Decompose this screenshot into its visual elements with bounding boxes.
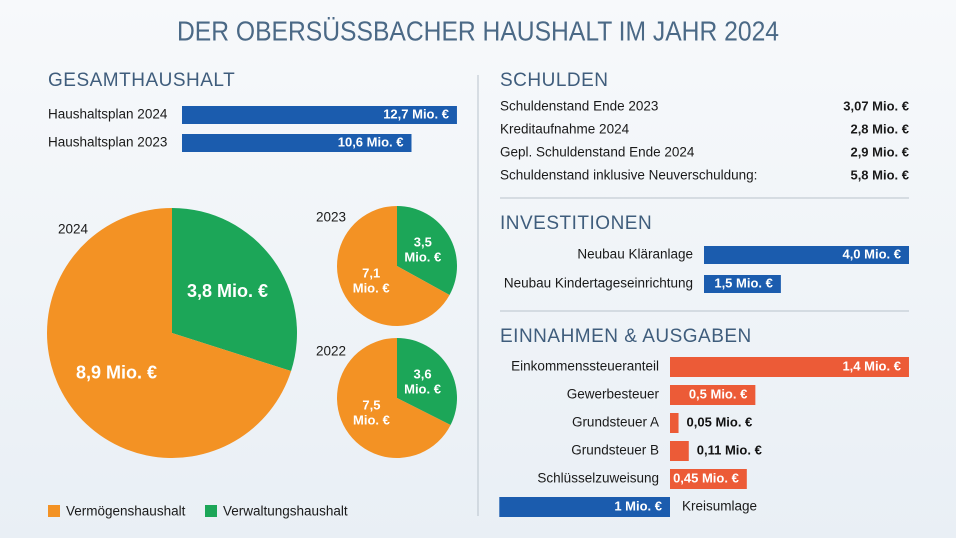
- page-title: DER OBERSÜSSBACHER HAUSHALT IM JAHR 2024: [177, 15, 779, 46]
- pie-slice: [47, 208, 292, 458]
- debt-label: Schuldenstand inklusive Neuverschuldung:: [500, 168, 757, 183]
- debt-label: Schuldenstand Ende 2023: [500, 99, 658, 114]
- pie-slice: [337, 206, 450, 326]
- category-label: Haushaltsplan 2023: [48, 135, 167, 150]
- slice-label: 8,9 Mio. €: [76, 362, 157, 382]
- value-label: 12,7 Mio. €: [383, 106, 449, 121]
- slice-label: 7,1 Mio. €: [353, 266, 390, 296]
- bar: [670, 413, 679, 433]
- legend-swatch: [205, 505, 217, 517]
- pie-slice: [172, 208, 297, 372]
- pie-label: 2024: [58, 222, 89, 237]
- legend-label: Vermögenshaushalt: [66, 504, 186, 519]
- debt-value: 2,9 Mio. €: [850, 144, 909, 159]
- slice-label: 3,6 Mio. €: [404, 367, 441, 397]
- bar: [182, 134, 412, 152]
- debt-value: 5,8 Mio. €: [850, 167, 909, 182]
- category-label: Grundsteuer B: [571, 443, 659, 458]
- category-label: Kreisumlage: [682, 499, 757, 514]
- bar: [670, 441, 689, 461]
- section-title: SCHULDEN: [500, 70, 609, 91]
- debt-label: Kreditaufnahme 2024: [500, 122, 630, 137]
- legend-swatch: [48, 505, 60, 517]
- slice-label: 7,5 Mio. €: [353, 398, 390, 428]
- value-label: 1,4 Mio. €: [842, 358, 901, 373]
- bar: [704, 275, 781, 293]
- category-label: Neubau Kindertageseinrichtung: [504, 276, 693, 291]
- value-label: 0,11 Mio. €: [697, 442, 762, 457]
- pie-slice: [397, 206, 458, 295]
- category-label: Einkommenssteueranteil: [511, 359, 659, 374]
- section-title: GESAMTHAUSHALT: [48, 70, 235, 91]
- value-label: 0,05 Mio. €: [687, 414, 753, 429]
- slice-label: 3,8 Mio. €: [187, 281, 268, 301]
- pie-slice: [397, 338, 458, 426]
- bar: [499, 497, 670, 517]
- bar: [670, 357, 909, 377]
- slice-label: 3,5 Mio. €: [404, 235, 441, 265]
- bar: [182, 106, 457, 124]
- debt-value: 3,07 Mio. €: [843, 98, 909, 113]
- pie-label: 2023: [316, 210, 346, 225]
- bar: [670, 469, 747, 489]
- category-label: Grundsteuer A: [572, 415, 659, 430]
- section-title: INVESTITIONEN: [500, 213, 652, 234]
- bar: [670, 385, 756, 405]
- category-label: Schlüsselzuweisung: [537, 471, 659, 486]
- category-label: Gewerbesteuer: [567, 387, 660, 402]
- section-title: EINNAHMEN & AUSGABEN: [500, 326, 752, 347]
- value-label: 0,5 Mio. €: [689, 386, 748, 401]
- value-label: 1,5 Mio. €: [714, 275, 773, 290]
- value-label: 1 Mio. €: [614, 498, 662, 513]
- legend-label: Verwaltungshaushalt: [223, 504, 348, 519]
- category-label: Neubau Kläranlage: [577, 247, 693, 262]
- value-label: 10,6 Mio. €: [338, 134, 404, 149]
- pie-label: 2022: [316, 344, 346, 359]
- bar: [704, 246, 909, 264]
- debt-label: Gepl. Schuldenstand Ende 2024: [500, 145, 695, 160]
- value-label: 0,45 Mio. €: [673, 470, 739, 485]
- pie-slice: [337, 338, 451, 459]
- debt-value: 2,8 Mio. €: [850, 121, 909, 136]
- value-label: 4,0 Mio. €: [842, 246, 901, 261]
- category-label: Haushaltsplan 2024: [48, 107, 168, 122]
